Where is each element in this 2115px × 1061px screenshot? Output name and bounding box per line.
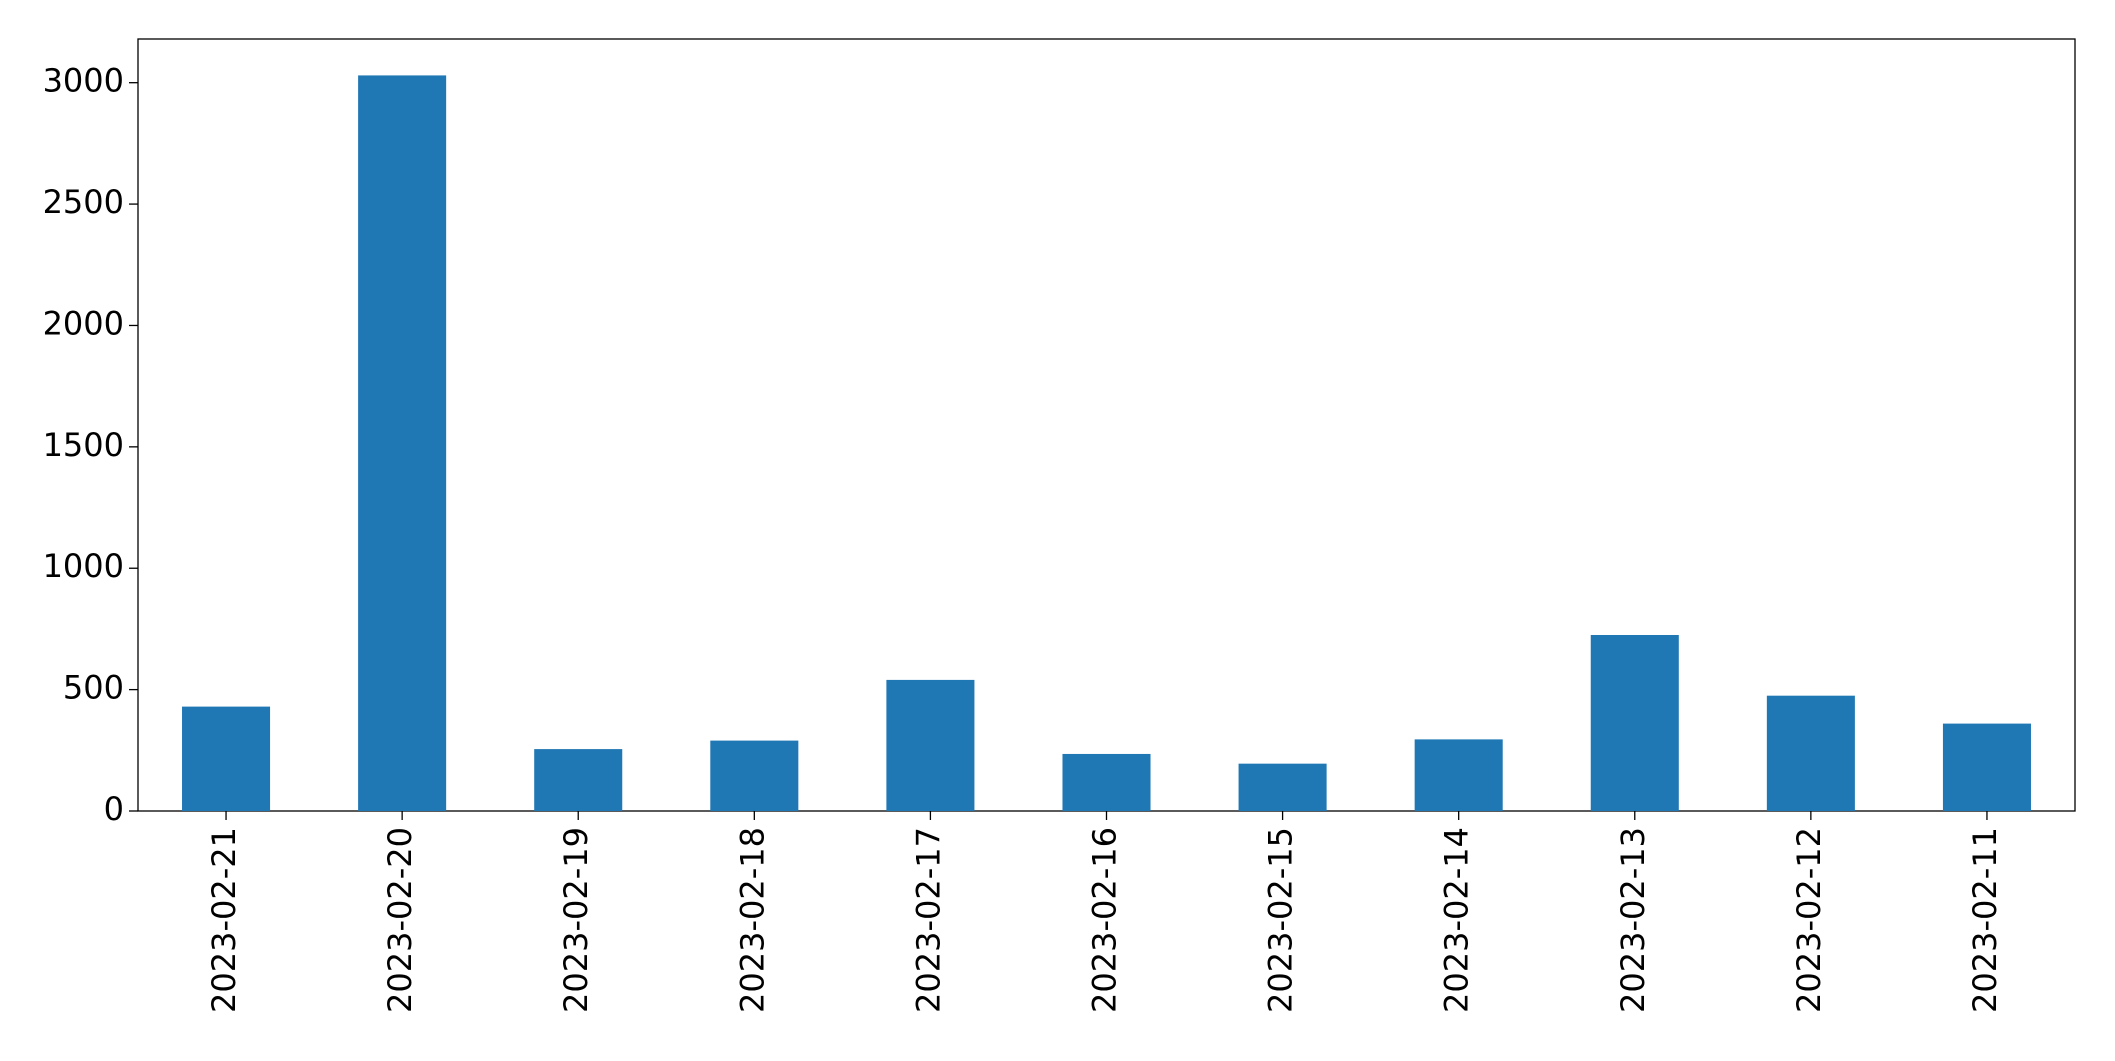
- x-tick-label: 2023-02-16: [1086, 827, 1124, 1013]
- bar: [1766, 695, 1855, 811]
- x-tick-label: 2023-02-19: [557, 827, 595, 1013]
- x-tick-label: 2023-02-13: [1614, 827, 1652, 1013]
- x-tick-label: 2023-02-12: [1790, 827, 1828, 1013]
- y-tick-label: 2000: [43, 304, 124, 342]
- y-tick-label: 1500: [43, 426, 124, 464]
- x-tick-label: 2023-02-21: [205, 827, 243, 1013]
- bar: [1414, 739, 1503, 811]
- bar: [710, 740, 799, 811]
- y-tick-label: 500: [63, 669, 124, 707]
- bar: [886, 679, 975, 811]
- bar: [182, 706, 271, 811]
- x-tick-label: 2023-02-18: [733, 827, 771, 1013]
- y-tick-label: 2500: [43, 183, 124, 221]
- y-tick-label: 3000: [43, 62, 124, 100]
- y-tick-label: 1000: [43, 547, 124, 585]
- bar: [1942, 723, 2031, 811]
- bar: [1590, 634, 1679, 811]
- bar: [358, 75, 447, 811]
- x-tick-label: 2023-02-11: [1966, 827, 2004, 1013]
- bar: [1062, 753, 1151, 811]
- x-tick-label: 2023-02-14: [1438, 827, 1476, 1013]
- bar: [1238, 763, 1327, 811]
- y-tick-label: 0: [104, 790, 124, 828]
- x-tick-label: 2023-02-15: [1262, 827, 1300, 1013]
- bar: [534, 749, 623, 811]
- x-tick-label: 2023-02-17: [909, 827, 947, 1013]
- x-tick-label: 2023-02-20: [381, 827, 419, 1013]
